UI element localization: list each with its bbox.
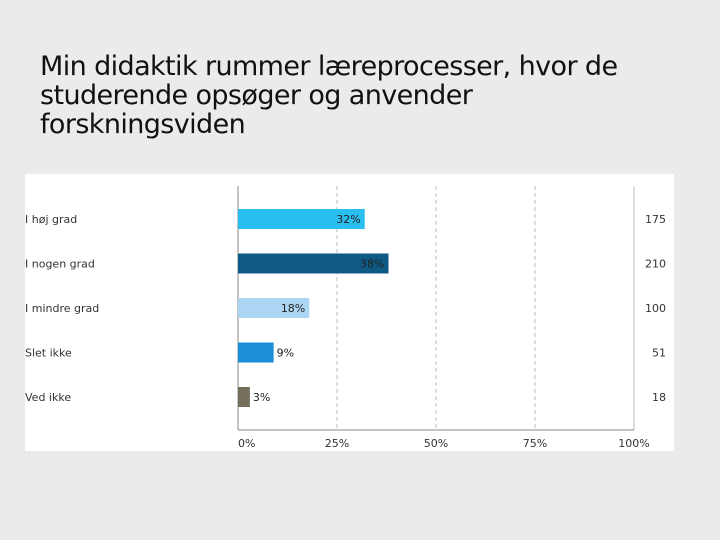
value-label: 38%	[360, 258, 384, 271]
value-label: 3%	[253, 391, 270, 404]
x-tick-label: 50%	[424, 437, 448, 450]
bar-1	[238, 209, 365, 229]
slide-title: Min didaktik rummer læreprocesser, hvor …	[40, 52, 700, 139]
x-tick-label: 0%	[238, 437, 255, 450]
chart-panel: 0% 25% 50% 75% 100% I høj grad 32% 175 I nogen g…	[25, 174, 674, 451]
count-label: 210	[645, 258, 666, 271]
category-label: Slet ikke	[25, 347, 72, 360]
title-line-3: forskningsviden	[40, 109, 246, 140]
value-label: 9%	[277, 347, 294, 360]
bar-3	[238, 298, 310, 318]
value-label: 32%	[336, 213, 360, 226]
value-label: 18%	[281, 302, 305, 315]
bar-chart: 0% 25% 50% 75% 100% I høj grad 32% 175 I nogen g…	[25, 186, 666, 450]
category-label: I nogen grad	[25, 258, 95, 271]
count-label: 175	[645, 213, 666, 226]
x-tick-label: 25%	[325, 437, 349, 450]
count-label: 51	[652, 347, 666, 360]
bar-2	[238, 253, 389, 274]
bar-4	[238, 342, 274, 363]
category-label: I høj grad	[25, 213, 77, 226]
count-label: 100	[645, 302, 666, 315]
x-tick-label: 75%	[523, 437, 547, 450]
category-label: I mindre grad	[25, 302, 99, 315]
category-label: Ved ikke	[25, 391, 71, 404]
bar-5	[238, 387, 250, 407]
count-label: 18	[652, 391, 666, 404]
title-line-1: Min didaktik rummer læreprocesser, hvor …	[40, 51, 618, 82]
title-line-2: studerende opsøger og anvender	[40, 80, 473, 111]
x-tick-label: 100%	[618, 437, 649, 450]
